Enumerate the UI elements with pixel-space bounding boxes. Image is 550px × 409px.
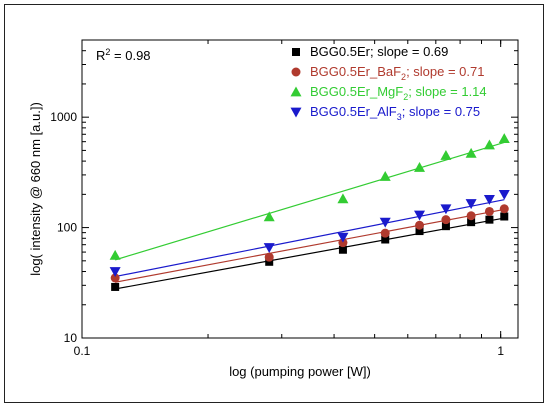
- data-point-series-1: [441, 222, 450, 231]
- data-point-series-4: [263, 243, 275, 254]
- plot-border: [81, 39, 519, 339]
- data-point-series-2: [264, 252, 274, 262]
- legend-marker: [290, 86, 302, 97]
- data-point-series-3: [440, 149, 452, 160]
- data-point-series-2: [466, 211, 476, 221]
- data-point-series-1: [111, 282, 120, 291]
- data-point-series-3: [379, 171, 391, 181]
- legend-label: BGG0.5Er_AlF3; slope = 0.75: [310, 104, 480, 122]
- fit-line-series-2: [115, 208, 505, 283]
- y-axis-label: log( intensity @ 660 nm [a.u.]): [28, 102, 43, 276]
- data-point-series-3: [109, 249, 121, 260]
- x-tick-label: 0.1: [74, 344, 91, 358]
- data-point-series-4: [337, 232, 349, 243]
- data-point-series-1: [500, 212, 509, 221]
- legend-marker: [291, 67, 301, 77]
- data-point-series-2: [441, 215, 451, 225]
- legend-marker: [292, 48, 300, 56]
- data-point-series-1: [265, 257, 274, 266]
- y-tick-label: 1000: [50, 110, 77, 124]
- fit-line-series-3: [114, 141, 505, 261]
- fit-line-series-1: [115, 217, 505, 290]
- data-point-series-3: [465, 147, 477, 158]
- r-squared-annotation: R2 = 0.98: [96, 47, 151, 63]
- data-point-series-4: [414, 210, 426, 221]
- data-point-series-1: [485, 215, 494, 224]
- data-point-series-2: [380, 228, 390, 238]
- legend-label: BGG0.5Er_MgF2; slope = 1.14: [310, 84, 487, 102]
- data-point-series-4: [379, 217, 391, 228]
- data-point-series-3: [483, 139, 495, 150]
- y-tick-label: 100: [57, 221, 77, 235]
- figure-frame: [4, 4, 544, 403]
- data-point-series-1: [381, 235, 390, 244]
- data-point-series-4: [465, 199, 477, 210]
- data-point-series-3: [337, 193, 349, 204]
- data-point-series-3: [263, 211, 275, 222]
- data-points: [109, 133, 510, 291]
- x-axis-label: log (pumping power [W]): [229, 364, 371, 379]
- data-point-series-4: [498, 189, 510, 200]
- legend: BGG0.5Er; slope = 0.69 BGG0.5Er_BaF2; slo…: [290, 44, 487, 122]
- data-point-series-2: [338, 238, 348, 248]
- data-point-series-4: [483, 195, 495, 205]
- data-point-series-1: [338, 245, 347, 254]
- fit-lines: [114, 141, 505, 290]
- data-point-series-1: [415, 227, 424, 236]
- data-point-series-4: [440, 204, 452, 215]
- data-point-series-3: [414, 162, 426, 172]
- legend-marker: [290, 107, 302, 118]
- data-point-series-2: [110, 273, 120, 283]
- data-point-series-4: [109, 267, 121, 278]
- y-tick-label: 10: [64, 331, 78, 345]
- data-point-series-2: [415, 220, 425, 230]
- axis-ticks: 0.1 1 10 100 1000: [50, 39, 518, 358]
- data-point-series-3: [498, 133, 510, 143]
- legend-label: BGG0.5Er; slope = 0.69: [310, 44, 448, 59]
- data-point-series-2: [484, 206, 494, 216]
- x-tick-label: 1: [497, 344, 504, 358]
- legend-label: BGG0.5Er_BaF2; slope = 0.71: [310, 64, 484, 82]
- fit-line-series-4: [115, 199, 505, 278]
- data-point-series-2: [499, 204, 509, 214]
- data-point-series-1: [467, 218, 476, 227]
